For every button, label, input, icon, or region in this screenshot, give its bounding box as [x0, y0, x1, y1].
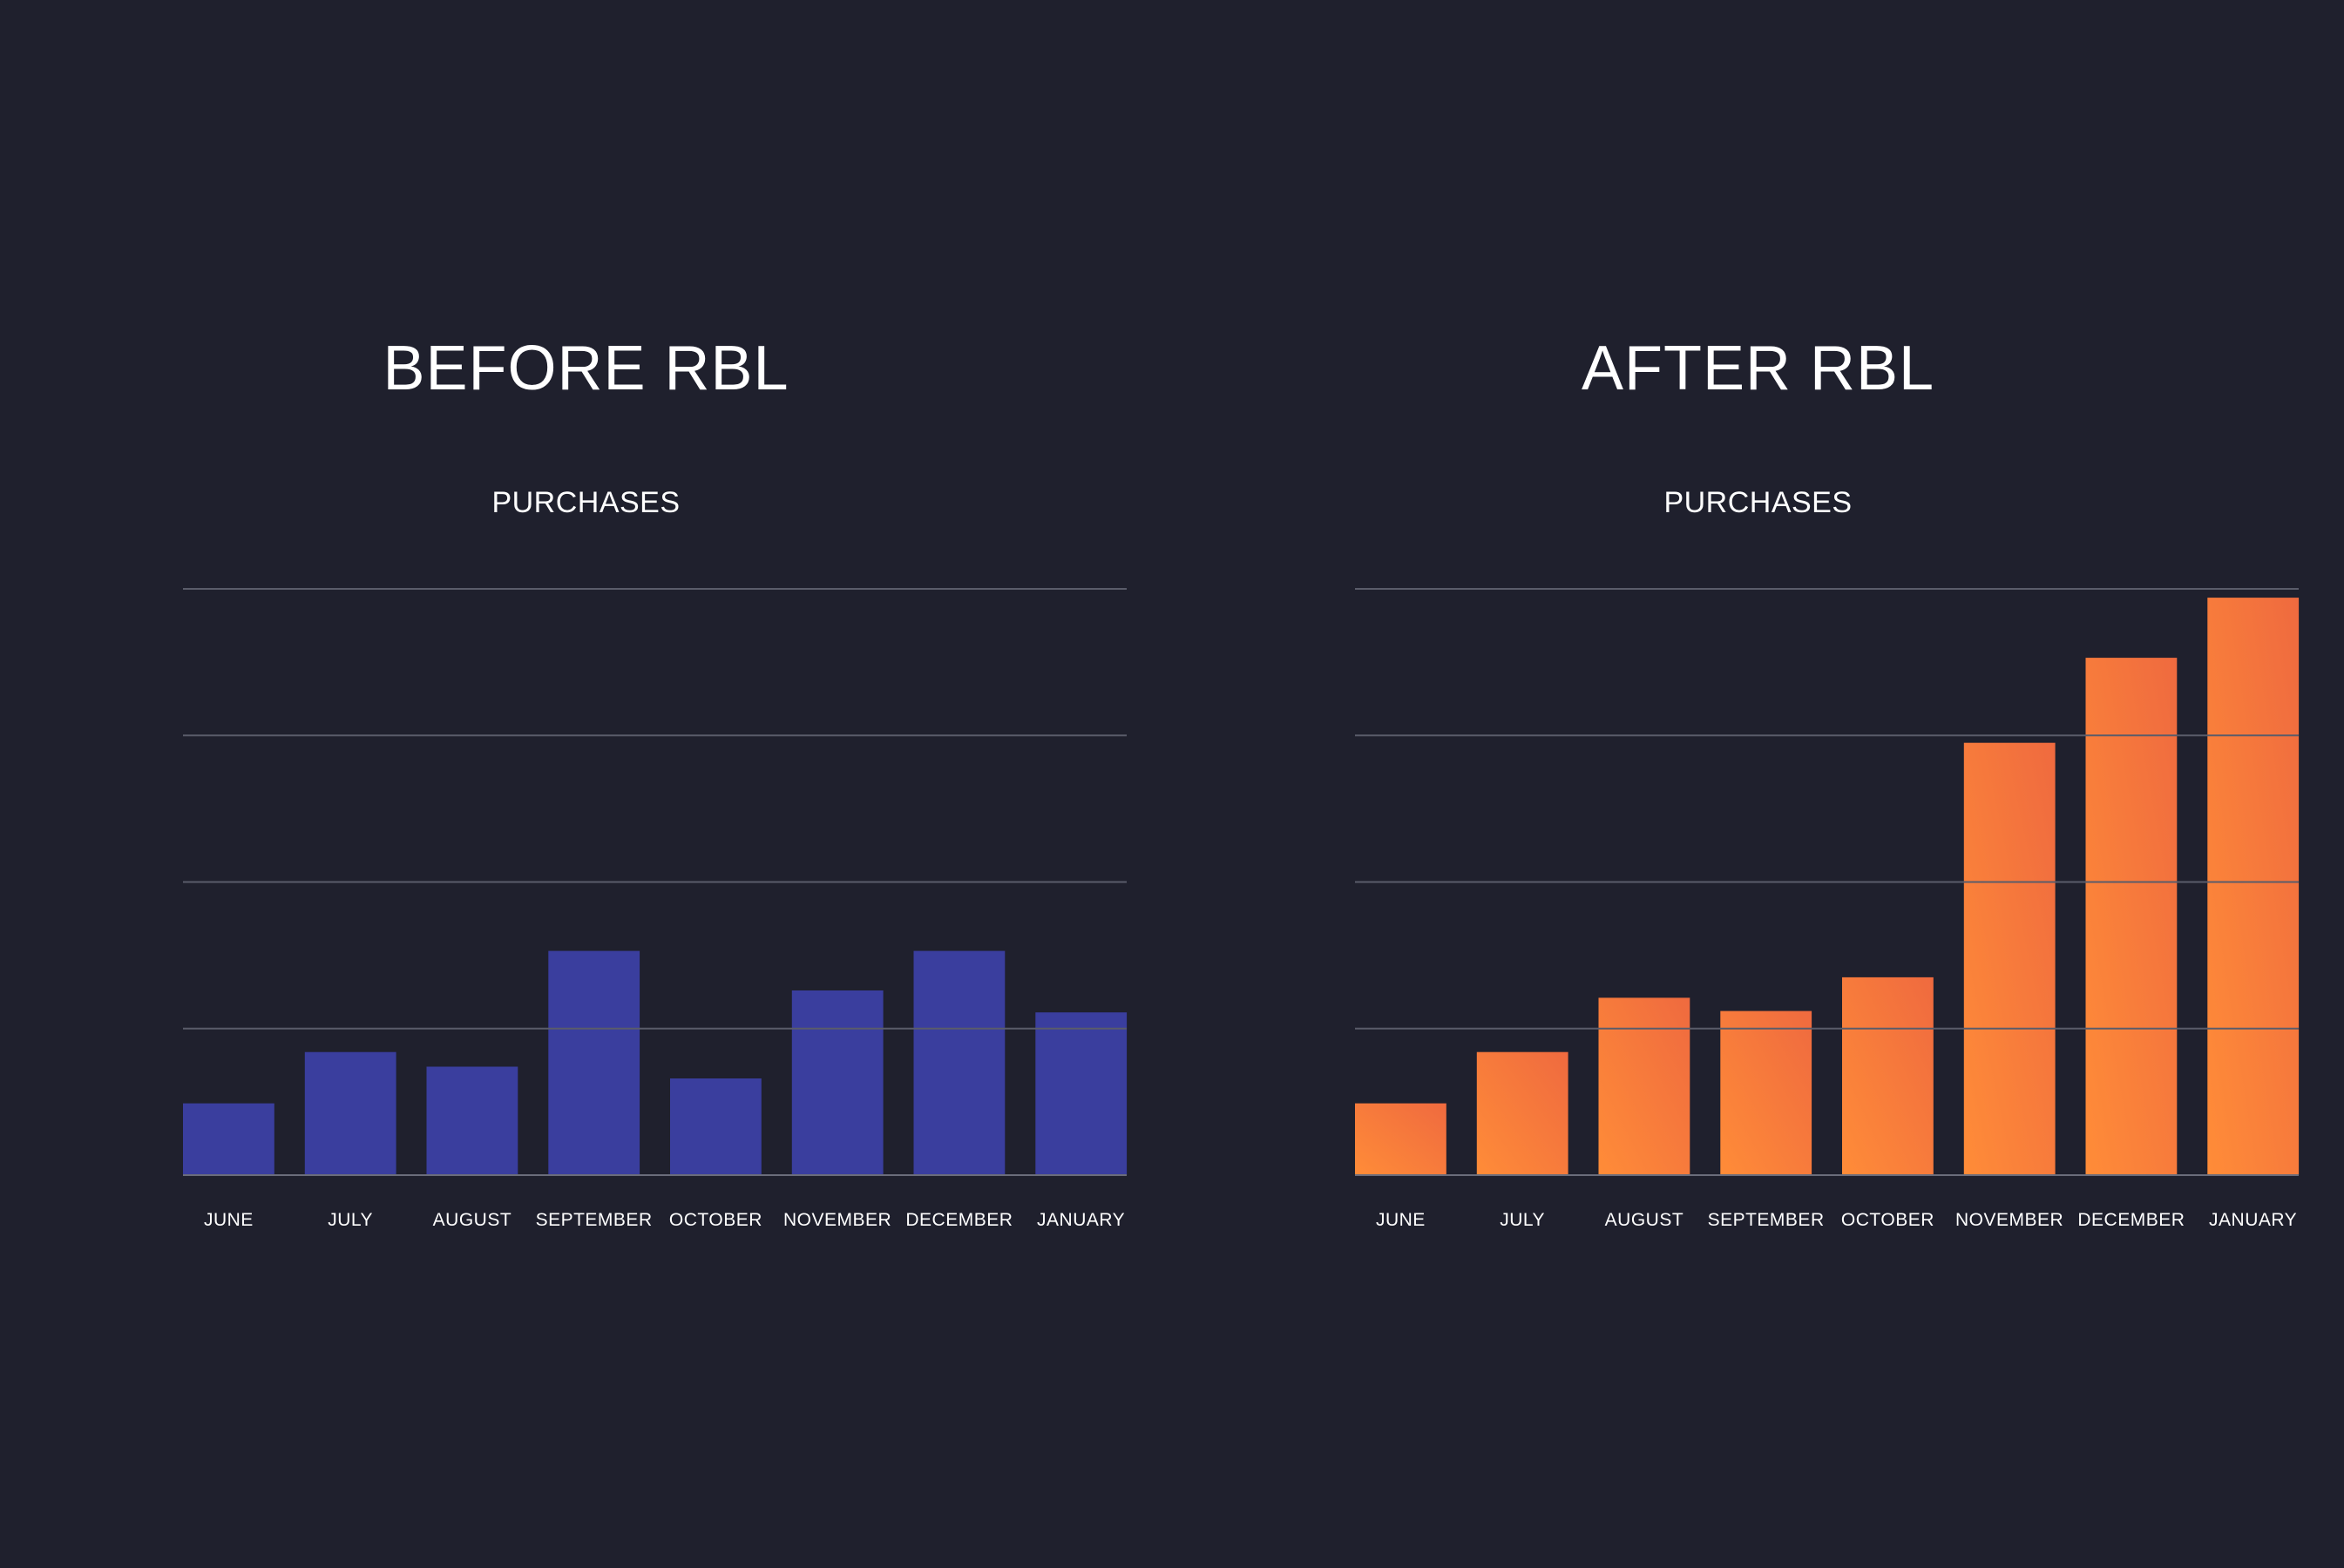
bar-june	[183, 1103, 274, 1175]
x-tick-label: JANUARY	[1037, 1210, 1125, 1230]
x-tick-label: JUNE	[204, 1210, 254, 1230]
after-chart-subtitle: PURCHASES	[1663, 486, 1853, 519]
x-tick-label: DECEMBER	[905, 1210, 1013, 1230]
x-tick-label: AUGUST	[1605, 1210, 1684, 1230]
x-tick-label: JANUARY	[2209, 1210, 2297, 1230]
bar-november	[791, 990, 884, 1175]
bar-october	[670, 1078, 762, 1175]
bar-november	[1963, 742, 2056, 1175]
bar-july	[304, 1051, 396, 1175]
bar-december	[913, 950, 1006, 1175]
x-tick-label: SEPTEMBER	[536, 1210, 653, 1230]
x-tick-label: OCTOBER	[1841, 1210, 1934, 1230]
before-chart-subtitle: PURCHASES	[491, 486, 681, 519]
after-panel: AFTER RBL PURCHASES JUNE JULY AUGUST SEPTEM…	[1172, 0, 2344, 1568]
x-tick-label: DECEMBER	[2077, 1210, 2185, 1230]
bar-september	[1720, 1010, 1812, 1175]
bar-january	[1035, 1012, 1128, 1175]
before-chart-title: BEFORE RBL	[383, 334, 789, 403]
before-bar-chart: JUNE JULY AUGUST SEPTEMBER OCTOBER NOVEMBER DE…	[183, 588, 1128, 1230]
before-panel: BEFORE RBL PURCHASES JUNE JULY AUGUST SEPTE…	[183, 334, 1128, 1230]
x-tick-label: JULY	[328, 1210, 373, 1230]
after-chart-title: AFTER RBL	[1581, 334, 1935, 403]
x-tick-label: NOVEMBER	[1955, 1210, 2063, 1230]
after-bar-chart: JUNE JULY AUGUST SEPTEMBER OCTOBER NOVEMBER DE…	[1355, 588, 2300, 1230]
x-tick-label: NOVEMBER	[783, 1210, 891, 1230]
bar-december	[2085, 658, 2178, 1175]
bar-june	[1355, 1103, 1446, 1175]
bar-august	[426, 1066, 518, 1175]
x-tick-label: JUNE	[1376, 1210, 1426, 1230]
x-tick-label: OCTOBER	[669, 1210, 762, 1230]
x-tick-label: JULY	[1500, 1210, 1545, 1230]
bar-july	[1476, 1051, 1568, 1175]
x-tick-label: SEPTEMBER	[1708, 1210, 1825, 1230]
bar-august	[1598, 997, 1690, 1175]
bar-september	[548, 950, 640, 1175]
x-tick-label: AUGUST	[433, 1210, 512, 1230]
bar-january	[2207, 598, 2300, 1175]
bar-october	[1842, 977, 1934, 1175]
